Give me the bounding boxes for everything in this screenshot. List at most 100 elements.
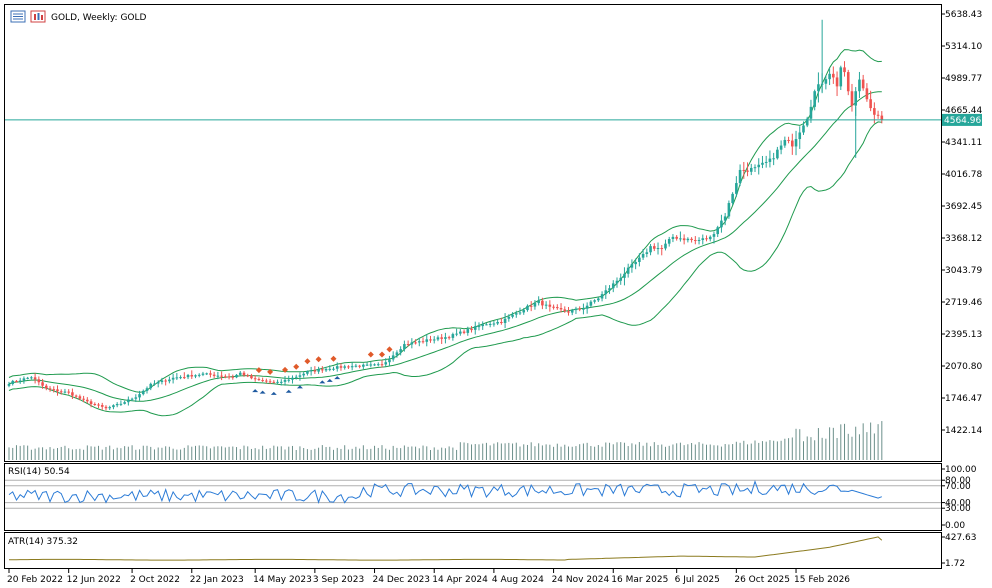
candle-body bbox=[100, 405, 104, 407]
candle-body bbox=[272, 381, 276, 383]
candle-body bbox=[570, 310, 574, 313]
candle-body bbox=[309, 370, 313, 372]
candle-body bbox=[589, 301, 593, 306]
candle-body bbox=[850, 91, 854, 106]
candle-body bbox=[641, 253, 645, 258]
sell-marker-icon bbox=[267, 368, 274, 375]
candle-body bbox=[649, 246, 652, 253]
candle-body bbox=[749, 167, 753, 172]
candle-body bbox=[470, 329, 473, 331]
band-lower bbox=[8, 121, 882, 417]
candle-body bbox=[544, 304, 548, 306]
chart-bars-icon[interactable] bbox=[30, 10, 46, 23]
candle-body bbox=[660, 248, 664, 250]
price-tick-label: 3043.79 bbox=[945, 266, 982, 276]
candle-body bbox=[82, 398, 85, 400]
candle-body bbox=[447, 337, 451, 339]
candle-body bbox=[712, 234, 716, 237]
candle-body bbox=[197, 374, 201, 376]
candle-body bbox=[216, 375, 220, 377]
candle-body bbox=[201, 373, 205, 375]
candle-body bbox=[694, 240, 697, 242]
candle-body bbox=[209, 373, 212, 375]
price-tick-label: 3368.12 bbox=[945, 234, 982, 244]
candle-body bbox=[459, 331, 462, 334]
candles bbox=[7, 19, 884, 411]
current-price-tag bbox=[942, 113, 982, 126]
rsi-tick-label: 70.00 bbox=[945, 482, 971, 492]
candle-body bbox=[134, 397, 138, 399]
candle-body bbox=[798, 132, 802, 140]
candle-body bbox=[764, 161, 768, 163]
candle-body bbox=[67, 391, 70, 393]
candle-body bbox=[235, 374, 238, 378]
candle-body bbox=[656, 248, 660, 250]
candle-body bbox=[481, 324, 485, 327]
atr-pane[interactable]: ATR(14) 375.32 427.63 1.72 bbox=[4, 532, 977, 570]
symbol-title: GOLD, Weekly: GOLD bbox=[51, 13, 147, 23]
candle-body bbox=[828, 73, 831, 80]
candle-body bbox=[626, 267, 630, 274]
candle-body bbox=[395, 352, 399, 356]
candle-body bbox=[705, 238, 708, 240]
candle-body bbox=[45, 385, 48, 389]
candle-body bbox=[283, 379, 287, 382]
candle-body bbox=[384, 362, 388, 365]
candle-body bbox=[175, 377, 179, 379]
candle-body bbox=[708, 236, 712, 240]
candle-body bbox=[388, 359, 391, 363]
candle-body bbox=[298, 375, 302, 377]
sell-marker-icon bbox=[379, 351, 385, 358]
candle-body bbox=[757, 164, 761, 168]
time-tick-label: 16 Mar 2025 bbox=[611, 575, 668, 585]
candle-body bbox=[97, 404, 100, 406]
candle-body bbox=[753, 167, 757, 169]
candle-body bbox=[488, 323, 492, 325]
candle-body bbox=[772, 158, 775, 160]
candle-body bbox=[865, 88, 869, 100]
candle-body bbox=[153, 383, 156, 385]
candle-body bbox=[735, 183, 738, 194]
candle-body bbox=[291, 377, 294, 380]
candle-body bbox=[675, 236, 678, 239]
candle-body bbox=[74, 395, 78, 397]
price-tick-label: 5314.10 bbox=[945, 42, 982, 52]
candle-body bbox=[421, 341, 425, 343]
candle-body bbox=[89, 401, 93, 404]
candle-body bbox=[115, 403, 119, 406]
candle-body bbox=[638, 257, 641, 262]
price-tick-label: 1746.47 bbox=[945, 394, 982, 404]
candle-body bbox=[507, 316, 511, 319]
list-icon[interactable] bbox=[10, 10, 26, 23]
candle-body bbox=[611, 283, 615, 289]
candle-body bbox=[227, 376, 231, 378]
candle-body bbox=[880, 115, 884, 120]
time-tick-label: 22 Jan 2023 bbox=[190, 575, 244, 585]
candle-body bbox=[876, 114, 880, 116]
candle-body bbox=[686, 238, 690, 241]
candle-body bbox=[231, 376, 235, 378]
candle-body bbox=[141, 390, 145, 395]
candle-body bbox=[805, 118, 809, 126]
rsi-tick-label: 100.00 bbox=[945, 465, 977, 475]
candle-body bbox=[455, 333, 458, 335]
time-tick-label: 4 Aug 2024 bbox=[492, 575, 544, 585]
time-tick-label: 20 Feb 2022 bbox=[7, 575, 63, 585]
sell-marker-icon bbox=[315, 356, 322, 363]
buy-arrow-icon bbox=[326, 378, 333, 382]
candle-body bbox=[462, 331, 466, 333]
candle-body bbox=[11, 380, 15, 384]
candle-body bbox=[716, 227, 719, 235]
candle-body bbox=[287, 379, 291, 381]
candle-body bbox=[787, 139, 790, 141]
time-tick-label: 26 Oct 2025 bbox=[734, 575, 790, 585]
buy-arrow-icon bbox=[285, 389, 292, 393]
time-tick-label: 3 Sep 2023 bbox=[313, 575, 364, 585]
main-pane[interactable]: 5638.43 5314.10 4989.77 4665.44 4341.11 4016.… bbox=[4, 4, 983, 462]
candle-body bbox=[224, 376, 227, 378]
candle-body bbox=[552, 306, 555, 308]
candle-body bbox=[548, 304, 552, 307]
rsi-tick-label: 80.00 bbox=[945, 476, 971, 486]
candle-body bbox=[854, 91, 858, 106]
